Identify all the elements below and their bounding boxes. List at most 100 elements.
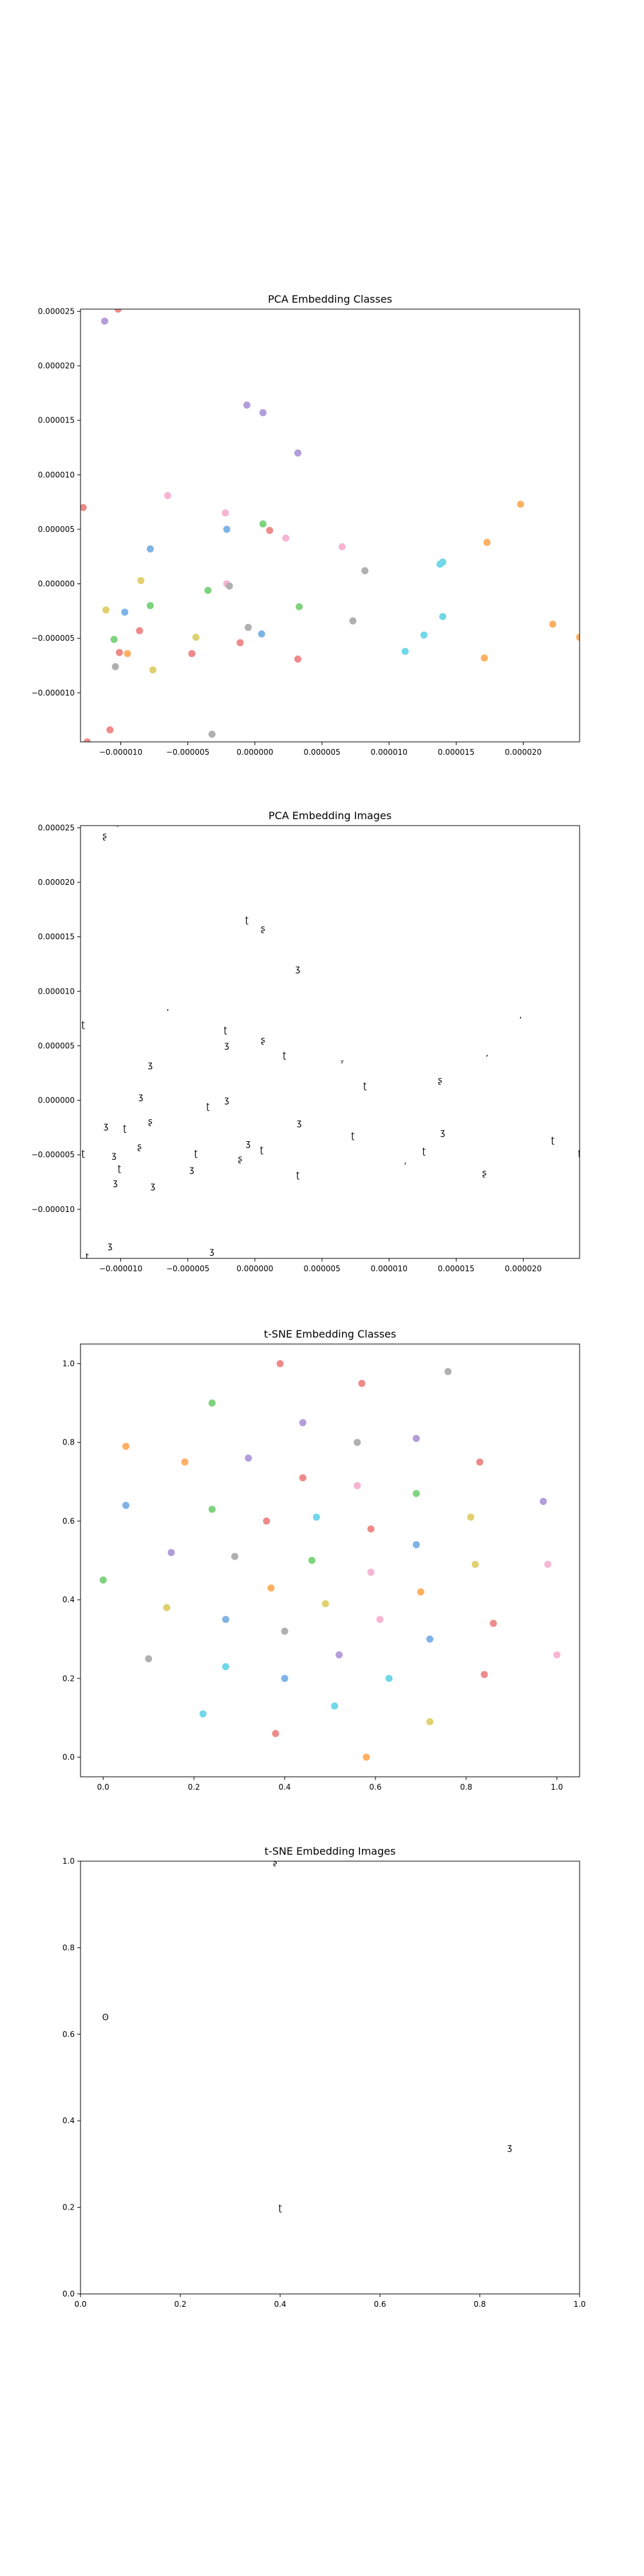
data-point bbox=[83, 738, 91, 742]
data-point bbox=[367, 1525, 375, 1533]
image-marker: ʂ bbox=[102, 831, 107, 841]
data-point bbox=[222, 509, 229, 517]
data-point bbox=[401, 648, 409, 656]
data-point bbox=[122, 1443, 129, 1450]
data-point bbox=[331, 1702, 339, 1710]
image-marker: ʼ bbox=[486, 1054, 488, 1064]
data-point bbox=[349, 617, 357, 625]
data-point bbox=[114, 309, 122, 313]
data-points bbox=[99, 1360, 561, 1761]
data-point bbox=[489, 1620, 497, 1627]
data-point bbox=[115, 649, 123, 656]
data-point bbox=[208, 1399, 216, 1407]
data-point bbox=[363, 1753, 370, 1761]
image-marker: ʈ bbox=[278, 2204, 281, 2213]
y-tick-label: 0.0 bbox=[62, 1752, 75, 1761]
data-point bbox=[245, 1454, 252, 1462]
data-point bbox=[281, 1674, 289, 1682]
data-point bbox=[471, 1560, 479, 1568]
x-tick-label: −0.000005 bbox=[166, 1264, 209, 1273]
y-tick-label: 0.4 bbox=[62, 1595, 75, 1604]
image-marker: ʈ bbox=[422, 1146, 426, 1156]
data-point bbox=[145, 1655, 153, 1663]
image-marker: ʈ bbox=[223, 1026, 227, 1036]
x-tick-label: 0.0 bbox=[74, 2300, 86, 2309]
image-marker: ʒ bbox=[148, 1061, 153, 1070]
x-tick-label: 1.0 bbox=[551, 1783, 563, 1792]
image-marker: ʈ bbox=[260, 1146, 263, 1155]
data-point bbox=[439, 612, 446, 620]
data-point bbox=[136, 627, 144, 634]
data-point bbox=[244, 623, 252, 631]
x-tick-label: 0.2 bbox=[188, 1783, 200, 1792]
data-point bbox=[540, 1497, 547, 1505]
x-tick-label: 0.4 bbox=[278, 1783, 290, 1792]
image-marker: ʒ bbox=[104, 1121, 109, 1131]
image-marker: ʒ bbox=[108, 1242, 113, 1251]
image-marker: ʒ bbox=[224, 1041, 229, 1050]
data-point bbox=[426, 1718, 433, 1725]
y-tick-label: 0.0 bbox=[62, 2289, 75, 2298]
x-tick-label: 0.6 bbox=[374, 2300, 386, 2309]
data-point bbox=[231, 1553, 239, 1560]
y-tick-label: 0.000015 bbox=[38, 416, 75, 425]
data-point bbox=[110, 636, 118, 643]
data-point bbox=[222, 1616, 229, 1624]
data-point bbox=[146, 545, 154, 553]
y-tick-label: 0.8 bbox=[62, 1438, 75, 1447]
image-marker: ʈ bbox=[283, 1050, 286, 1060]
axes-frame bbox=[80, 1343, 580, 1777]
image-marker: ʒ bbox=[113, 1179, 118, 1188]
data-point bbox=[553, 1651, 561, 1659]
image-marker: ʒ bbox=[111, 1151, 117, 1160]
image-marker: ʈ bbox=[245, 916, 249, 925]
image-marker: ʼ bbox=[404, 1162, 406, 1171]
chart-title: t-SNE Embedding Classes bbox=[264, 1328, 396, 1340]
image-marker: ʈ bbox=[351, 1132, 354, 1141]
data-point bbox=[236, 639, 244, 647]
chart-panel-3: t-SNE Embedding Classes 0.0 0.2 0.4 0.6 0.8 1.… bbox=[62, 1328, 580, 1792]
data-point bbox=[296, 603, 303, 611]
y-tick-label: 0.4 bbox=[62, 2116, 75, 2125]
data-point bbox=[483, 538, 491, 546]
data-points bbox=[80, 309, 580, 742]
image-marker: ʸ bbox=[117, 822, 120, 831]
image-marker: ʒ bbox=[440, 1128, 446, 1138]
data-point bbox=[439, 558, 446, 566]
image-marker: ʒ bbox=[296, 965, 301, 974]
chart-title: PCA Embedding Classes bbox=[268, 293, 392, 305]
x-tick-label: 0.000010 bbox=[371, 748, 408, 757]
data-point bbox=[467, 1513, 475, 1521]
x-tick-label: 0.000020 bbox=[505, 748, 542, 757]
image-marker: ʂ bbox=[482, 1168, 487, 1178]
image-marker: ʂ bbox=[137, 1142, 142, 1152]
y-tick-label: 0.6 bbox=[62, 2030, 75, 2039]
data-point bbox=[281, 1627, 289, 1635]
data-point bbox=[258, 630, 265, 638]
x-tick-label: 0.8 bbox=[473, 2300, 486, 2309]
image-marker: ʈ bbox=[363, 1081, 366, 1091]
chart-panel-1: PCA Embedding Classes −0.000010 −0.000005 0… bbox=[32, 293, 580, 757]
y-tick-label: 0.000005 bbox=[38, 525, 75, 534]
image-marker: ʒ bbox=[297, 1118, 302, 1128]
x-tick-label: 0.000010 bbox=[371, 1264, 408, 1273]
image-marker: ʈ bbox=[194, 1149, 198, 1159]
data-point bbox=[259, 520, 267, 527]
data-point bbox=[208, 730, 216, 738]
y-tick-label: 0.000000 bbox=[38, 1096, 75, 1105]
image-marker: ʼ bbox=[166, 1008, 169, 1018]
data-point bbox=[204, 587, 212, 594]
data-point bbox=[263, 1517, 270, 1525]
image-marker: ʒ bbox=[224, 1095, 229, 1105]
x-tick-label: 0.000005 bbox=[303, 748, 340, 757]
chart-title: t-SNE Embedding Images bbox=[265, 1845, 396, 1857]
y-tick-label: −0.000010 bbox=[32, 688, 75, 697]
data-point bbox=[181, 1458, 189, 1466]
x-tick-label: 1.0 bbox=[573, 2300, 585, 2309]
y-tick-label: 0.000000 bbox=[38, 580, 75, 589]
image-marker: ʒ bbox=[246, 1139, 251, 1149]
y-tick-label: 0.000010 bbox=[38, 987, 75, 996]
data-point bbox=[338, 543, 346, 551]
